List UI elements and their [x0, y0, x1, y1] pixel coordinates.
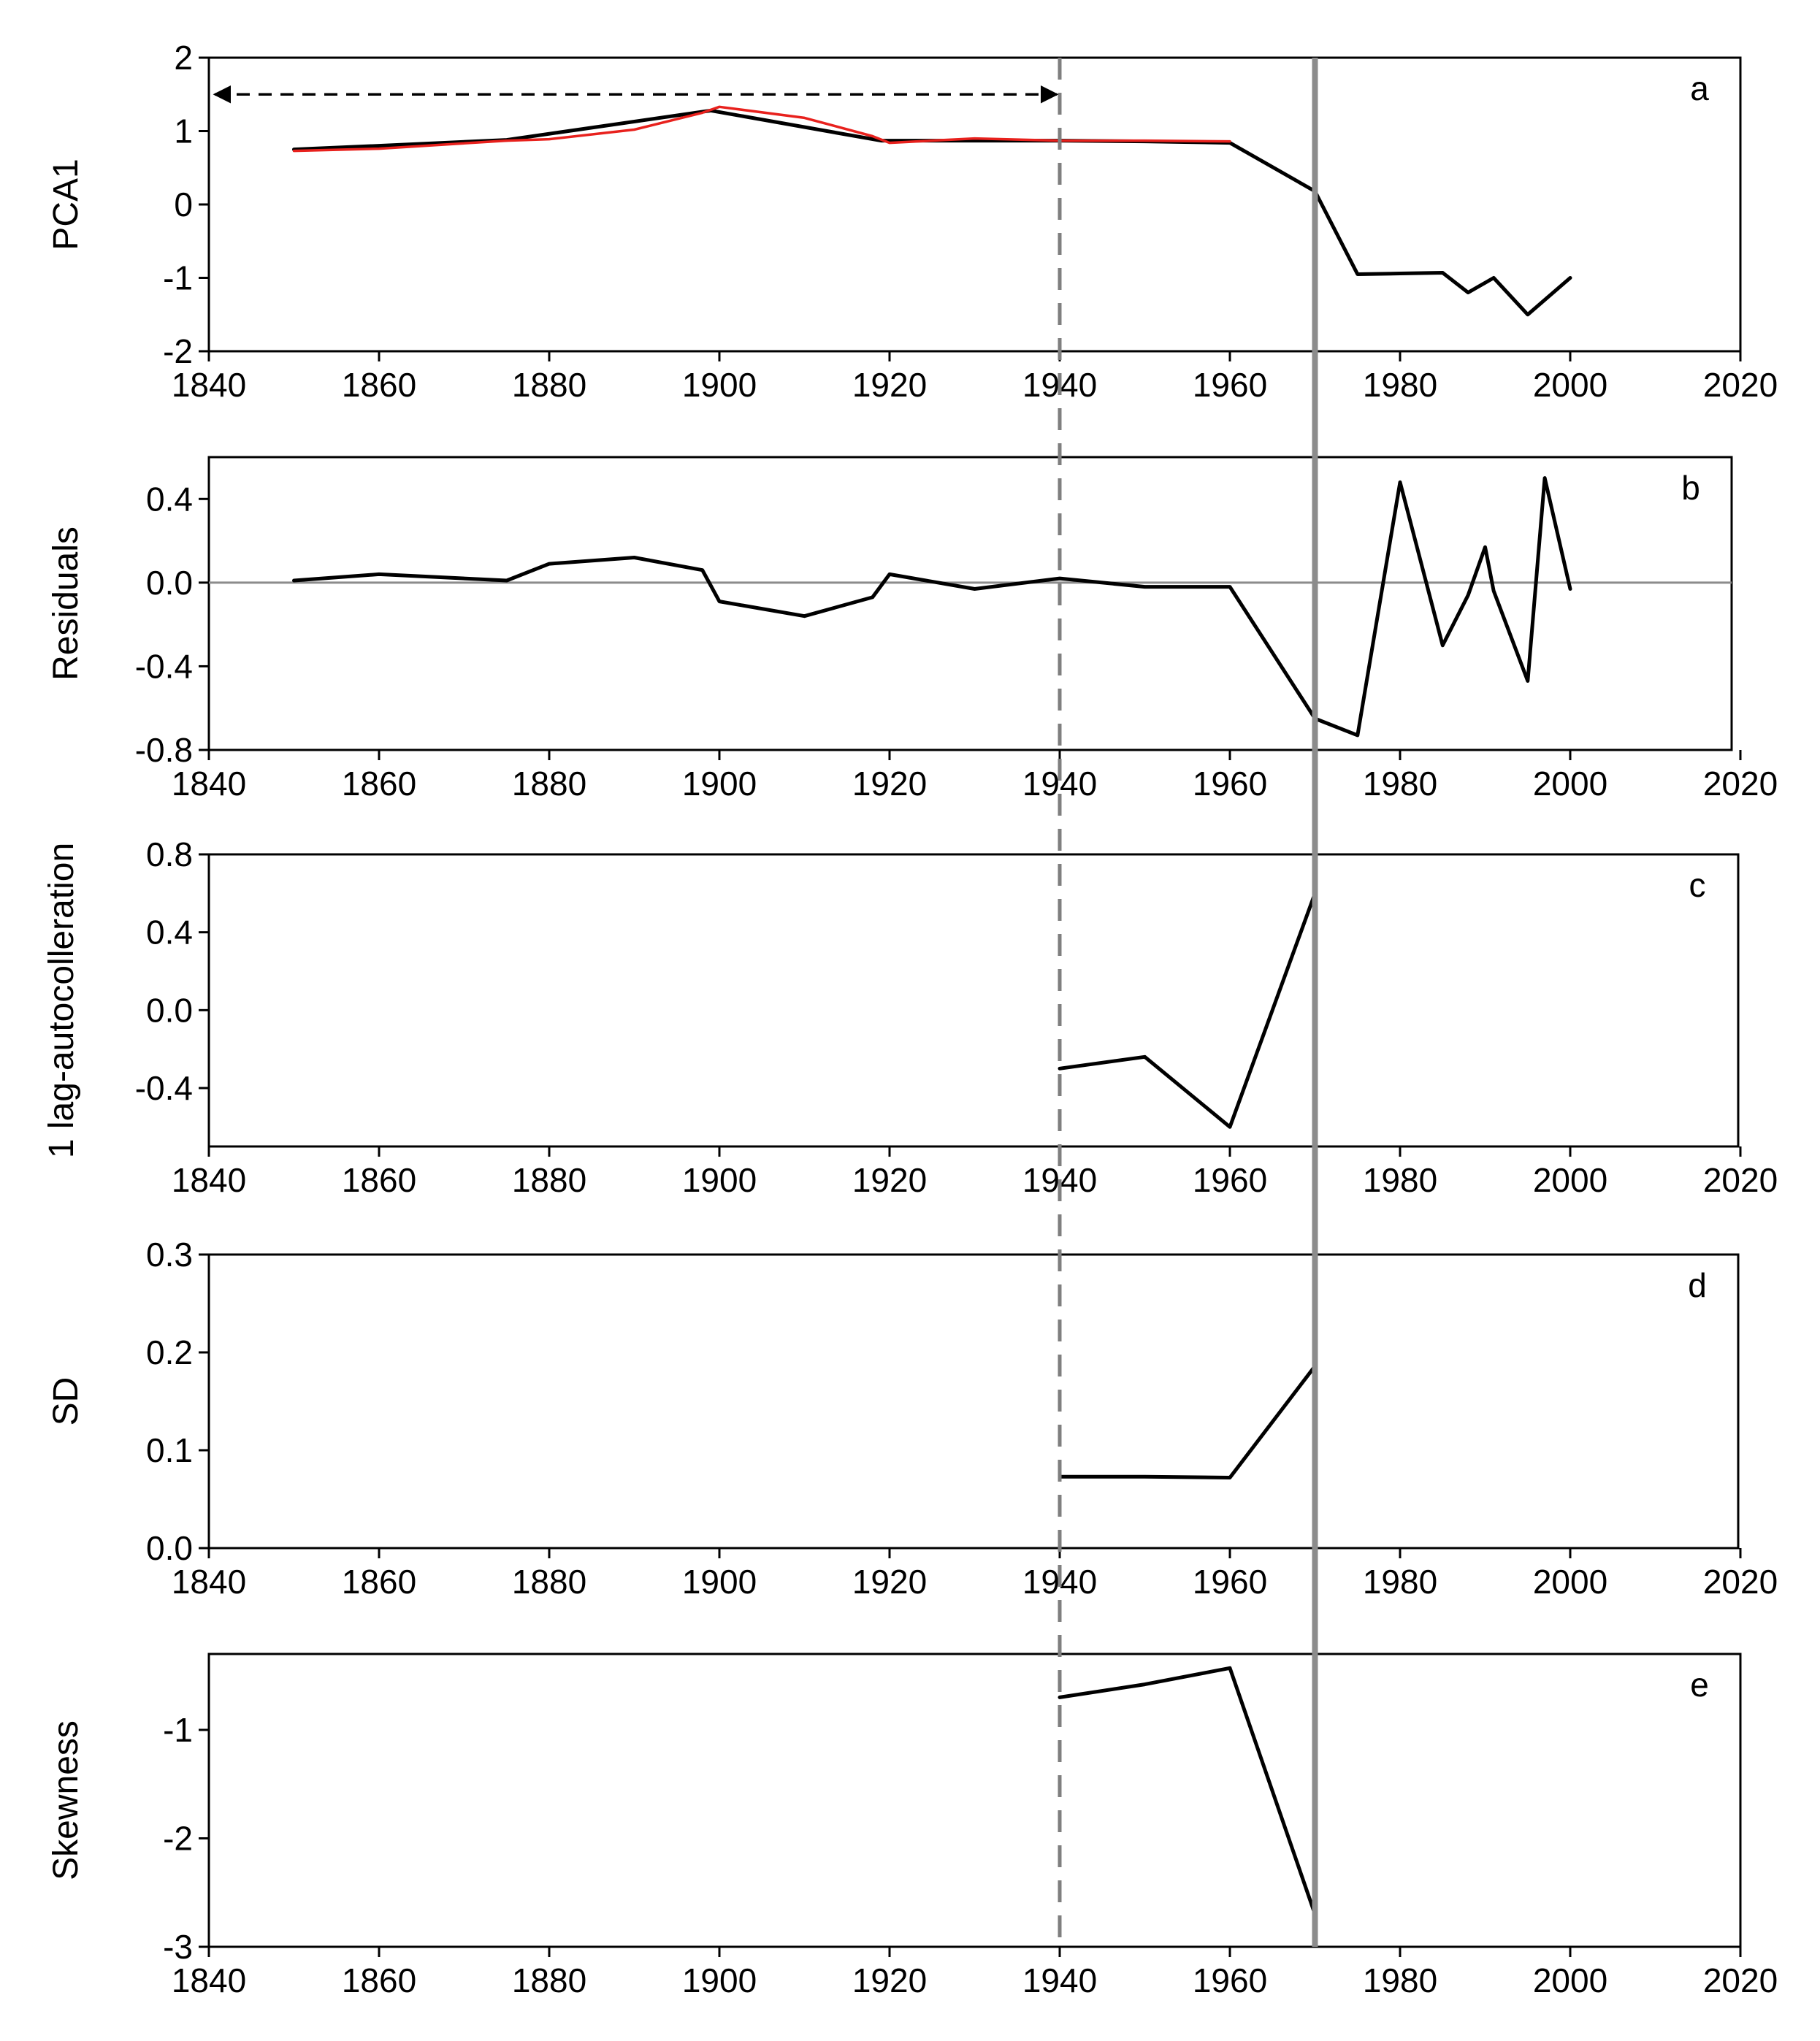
y-axis-label-b: Residuals: [47, 526, 85, 681]
x-tick-label-e: 1940: [1022, 1961, 1097, 1999]
x-tick-label-b: 2000: [1533, 765, 1607, 803]
x-tick-label-e: 1960: [1193, 1961, 1267, 1999]
y-tick-label-b: -0.8: [135, 731, 193, 769]
x-tick-label-b: 1860: [342, 765, 416, 803]
series-line-d-0: [1058, 1364, 1317, 1479]
x-tick-label-b: 1880: [512, 765, 586, 803]
x-tick-label-d: 1920: [852, 1563, 927, 1601]
x-tick-label-b: 1960: [1193, 765, 1267, 803]
y-tick-label-b: 0.0: [146, 564, 193, 602]
series-line-b-0: [292, 476, 1572, 738]
y-tick-label-e: -1: [163, 1711, 193, 1749]
x-tick-label-c: 1920: [852, 1161, 927, 1199]
panel-letter-c: c: [1689, 866, 1706, 904]
x-tick-label-d: 1860: [342, 1563, 416, 1601]
x-tick-label-e: 1860: [342, 1961, 416, 1999]
y-tick-label-c: 0.0: [146, 991, 193, 1029]
x-tick-label-e: 1920: [852, 1961, 927, 1999]
x-tick-label-e: 1840: [172, 1961, 246, 1999]
y-tick-label-e: -2: [163, 1819, 193, 1857]
x-tick-label-a: 1880: [512, 366, 586, 404]
overlay-layer: [213, 58, 1318, 1947]
series-line-a-1: [292, 105, 1231, 153]
x-tick-label-b: 1840: [172, 765, 246, 803]
y-tick-label-b: -0.4: [135, 647, 193, 685]
x-tick-label-a: 1980: [1363, 366, 1437, 404]
panel-letter-e: e: [1690, 1666, 1709, 1704]
x-tick-label-c: 1960: [1193, 1161, 1267, 1199]
x-tick-label-e: 1900: [682, 1961, 757, 1999]
y-tick-label-c: -0.4: [135, 1069, 193, 1107]
series-line-e-0: [1058, 1666, 1317, 1916]
y-tick-label-a: -2: [163, 332, 193, 370]
y-tick-label-a: 0: [174, 185, 193, 223]
series-line-c-0: [1058, 891, 1317, 1129]
y-tick-label-d: 0.1: [146, 1431, 193, 1469]
x-tick-label-a: 2020: [1703, 366, 1778, 404]
x-tick-label-e: 1880: [512, 1961, 586, 1999]
y-tick-label-a: -1: [163, 259, 193, 297]
x-tick-label-b: 1980: [1363, 765, 1437, 803]
x-tick-label-c: 1880: [512, 1161, 586, 1199]
y-tick-label-c: 0.4: [146, 914, 193, 951]
x-tick-label-d: 2000: [1533, 1563, 1607, 1601]
x-tick-label-d: 1840: [172, 1563, 246, 1601]
panel-letter-a: a: [1690, 69, 1709, 107]
x-tick-label-d: 1960: [1193, 1563, 1267, 1601]
y-tick-label-b: 0.4: [146, 480, 193, 518]
y-tick-label-e: -3: [163, 1928, 193, 1966]
y-tick-label-c: 0.8: [146, 835, 193, 873]
plot-frame-c: [207, 853, 1740, 1148]
series-line-a-0: [292, 108, 1572, 317]
x-tick-label-c: 1900: [682, 1161, 757, 1199]
x-tick-label-d: 1880: [512, 1563, 586, 1601]
x-tick-label-c: 1840: [172, 1161, 246, 1199]
x-tick-label-c: 2000: [1533, 1161, 1607, 1199]
y-tick-label-d: 0.3: [146, 1236, 193, 1274]
x-tick-label-a: 1960: [1193, 366, 1267, 404]
x-tick-label-b: 2020: [1703, 765, 1778, 803]
y-axis-label-c: 1 lag-autocolleration: [42, 843, 81, 1158]
x-tick-label-a: 1920: [852, 366, 927, 404]
x-tick-label-b: 1920: [852, 765, 927, 803]
plot-frame-a: [207, 56, 1742, 353]
x-tick-label-e: 1980: [1363, 1961, 1437, 1999]
plot-frame-d: [207, 1253, 1740, 1550]
y-tick-label-d: 0.2: [146, 1333, 193, 1371]
plot-frame-b: [207, 456, 1733, 751]
y-tick-label-a: 2: [174, 39, 193, 77]
x-tick-label-a: 1900: [682, 366, 757, 404]
panel-letter-b: b: [1681, 469, 1700, 507]
y-axis-label-e: Skewness: [47, 1720, 85, 1880]
y-axis-label-a: PCA1: [47, 158, 85, 250]
panel-letter-d: d: [1688, 1266, 1707, 1304]
y-tick-label-d: 0.0: [146, 1529, 193, 1567]
x-tick-label-a: 2000: [1533, 366, 1607, 404]
x-tick-label-a: 1840: [172, 366, 246, 404]
x-tick-label-c: 1980: [1363, 1161, 1437, 1199]
x-tick-label-c: 1860: [342, 1161, 416, 1199]
x-tick-label-d: 2020: [1703, 1563, 1778, 1601]
y-tick-label-a: 1: [174, 112, 193, 150]
x-tick-label-c: 2020: [1703, 1161, 1778, 1199]
x-tick-label-d: 1900: [682, 1563, 757, 1601]
x-tick-label-e: 2000: [1533, 1961, 1607, 1999]
x-tick-label-b: 1900: [682, 765, 757, 803]
y-axis-label-d: SD: [47, 1377, 85, 1426]
plot-frame-e: [207, 1653, 1742, 1948]
x-tick-label-e: 2020: [1703, 1961, 1778, 1999]
x-tick-label-a: 1860: [342, 366, 416, 404]
x-tick-label-d: 1980: [1363, 1563, 1437, 1601]
